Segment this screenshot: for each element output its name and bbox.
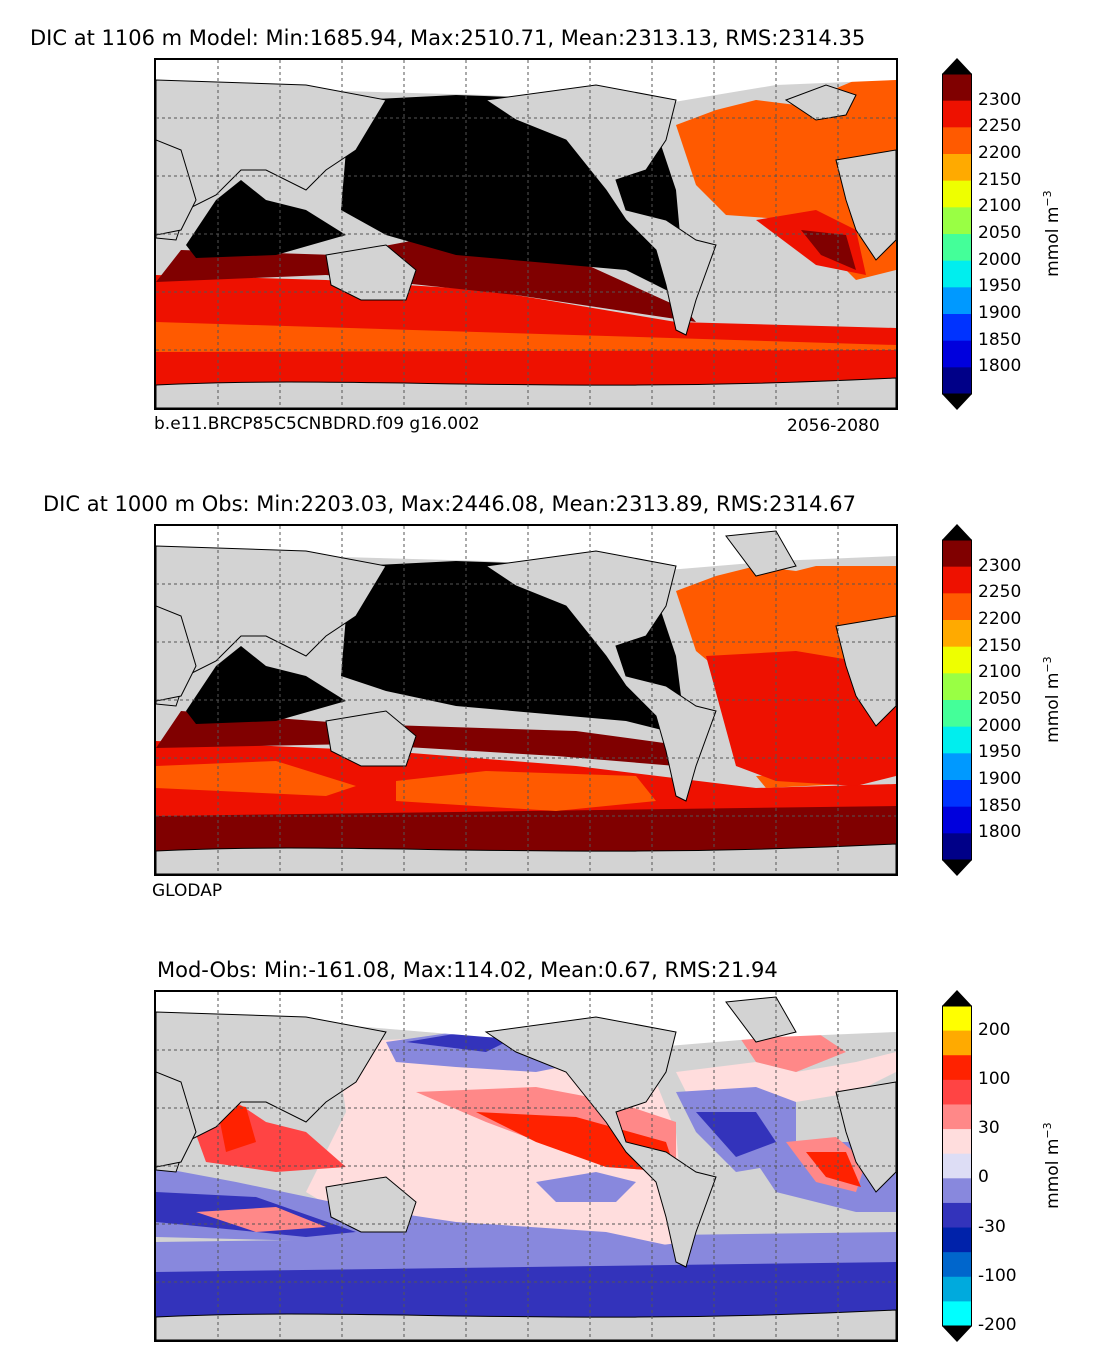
colorbar-tick-label: 2100 xyxy=(978,662,1022,683)
colorbar-bottom-extension xyxy=(942,394,972,410)
panel3-map xyxy=(154,990,898,1342)
panel1-colorbar xyxy=(942,58,972,410)
colorbar-tick-label: 0 xyxy=(978,1167,989,1188)
colorbar-swatch xyxy=(942,780,972,808)
colorbar-tick-label: -100 xyxy=(978,1265,1017,1286)
colorbar-swatch xyxy=(942,540,972,568)
panel3-colorbar xyxy=(942,990,972,1342)
colorbar-swatch xyxy=(942,340,972,368)
colorbar-swatch xyxy=(942,180,972,208)
colorbar-tick-label: 2300 xyxy=(978,555,1022,576)
colorbar-tick-label: 2000 xyxy=(978,249,1022,270)
colorbar-tick-label: 30 xyxy=(978,1118,1000,1139)
colorbar-swatch xyxy=(942,1153,972,1179)
panel1-left-caption: b.e11.BRCP85C5CNBDRD.f09 g16.002 xyxy=(154,414,480,434)
colorbar-tick-label: 2300 xyxy=(978,89,1022,110)
colorbar-tick-label: 100 xyxy=(978,1068,1011,1089)
colorbar-swatch xyxy=(942,620,972,648)
colorbar-swatch xyxy=(942,1276,972,1302)
colorbar-swatch xyxy=(942,100,972,128)
colorbar-swatch xyxy=(942,646,972,674)
colorbar-swatch xyxy=(942,367,972,395)
colorbar-swatch xyxy=(942,753,972,781)
colorbar-swatch xyxy=(942,74,972,102)
colorbar-swatch xyxy=(942,260,972,288)
colorbar-tick-label: 1900 xyxy=(978,303,1022,323)
colorbar-swatch xyxy=(942,1301,972,1327)
colorbar-tick-label: 2000 xyxy=(978,715,1022,736)
colorbar-tick-label: 200 xyxy=(978,1019,1011,1040)
colorbar-top-extension xyxy=(942,524,972,540)
panel3-colorbar-unit: mmol m−3 xyxy=(1041,1122,1063,1209)
colorbar-tick-label: 1900 xyxy=(978,769,1022,789)
colorbar-swatch xyxy=(942,154,972,182)
colorbar-swatch xyxy=(942,566,972,594)
colorbar-swatch xyxy=(942,700,972,728)
colorbar-tick-label: 1800 xyxy=(978,356,1022,377)
panel1-title: DIC at 1106 m Model: Min:1685.94, Max:25… xyxy=(30,26,866,50)
panel2-colorbar-svg xyxy=(942,524,972,876)
panel1-colorbar-svg xyxy=(942,58,972,410)
colorbar-tick-label: 1950 xyxy=(978,276,1022,297)
colorbar-swatch xyxy=(942,1252,972,1278)
panel3-title: Mod-Obs: Min:-161.08, Max:114.02, Mean:0… xyxy=(157,958,778,982)
colorbar-tick-label: 1800 xyxy=(978,822,1022,843)
colorbar-swatch xyxy=(942,833,972,861)
colorbar-tick-label: 2150 xyxy=(978,169,1022,190)
colorbar-tick-label: 1850 xyxy=(978,329,1022,350)
colorbar-tick-label: 2100 xyxy=(978,196,1022,217)
colorbar-swatch xyxy=(942,593,972,621)
panel3-colorbar-svg xyxy=(942,990,972,1342)
panel1-right-caption: 2056-2080 xyxy=(787,416,880,436)
colorbar-swatch xyxy=(942,1202,972,1229)
colorbar-top-extension xyxy=(942,990,972,1006)
colorbar-swatch xyxy=(942,207,972,235)
colorbar-tick-label: 2250 xyxy=(978,116,1022,137)
colorbar-swatch xyxy=(942,1178,972,1204)
panel2-left-caption: GLODAP xyxy=(152,881,223,901)
colorbar-swatch xyxy=(942,127,972,155)
colorbar-swatch xyxy=(942,1227,972,1253)
panel1-map xyxy=(154,58,898,410)
colorbar-swatch xyxy=(942,314,972,342)
colorbar-tick-label: 2200 xyxy=(978,143,1022,163)
colorbar-tick-label: 2250 xyxy=(978,582,1022,603)
panel2-map xyxy=(154,524,898,876)
colorbar-swatch xyxy=(942,1006,972,1032)
colorbar-swatch xyxy=(942,726,972,754)
panel1-colorbar-unit: mmol m−3 xyxy=(1041,190,1063,277)
colorbar-swatch xyxy=(942,234,972,262)
colorbar-bottom-extension xyxy=(942,860,972,876)
colorbar-swatch xyxy=(942,806,972,834)
colorbar-tick-label: -30 xyxy=(978,1216,1006,1237)
panel2-colorbar-unit: mmol m−3 xyxy=(1041,656,1063,743)
colorbar-swatch xyxy=(942,1079,972,1105)
panel2-colorbar xyxy=(942,524,972,876)
colorbar-swatch xyxy=(942,1104,972,1130)
panel1-map-svg xyxy=(156,60,896,408)
colorbar-tick-label: -200 xyxy=(978,1315,1017,1335)
panel3-map-svg xyxy=(156,992,896,1340)
colorbar-tick-label: 2200 xyxy=(978,609,1022,629)
colorbar-tick-label: 1850 xyxy=(978,795,1022,816)
colorbar-swatch xyxy=(942,1129,972,1155)
colorbar-tick-label: 2050 xyxy=(978,689,1022,709)
colorbar-swatch xyxy=(942,1055,972,1081)
colorbar-tick-label: 1950 xyxy=(978,742,1022,763)
colorbar-swatch xyxy=(942,287,972,315)
colorbar-swatch xyxy=(942,1030,972,1056)
colorbar-tick-label: 2050 xyxy=(978,223,1022,243)
colorbar-swatch xyxy=(942,673,972,701)
colorbar-tick-label: 2150 xyxy=(978,635,1022,656)
panel2-title: DIC at 1000 m Obs: Min:2203.03, Max:2446… xyxy=(43,492,856,516)
colorbar-bottom-extension xyxy=(942,1326,972,1342)
panel2-map-svg xyxy=(156,526,896,874)
colorbar-top-extension xyxy=(942,58,972,74)
